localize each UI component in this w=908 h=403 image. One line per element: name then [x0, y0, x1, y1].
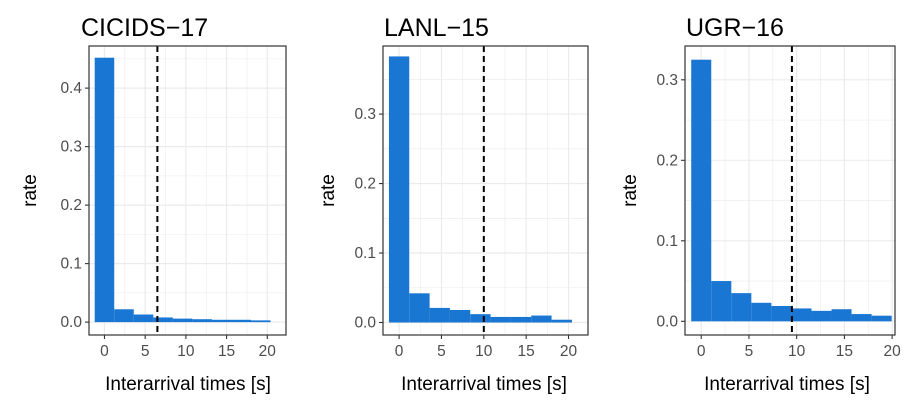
panel-title: CICIDS−17 [81, 14, 208, 42]
y-axis-label: rate [20, 174, 41, 207]
y-tick-label: 0.1 [354, 245, 376, 262]
y-tick-label: 0.4 [60, 80, 82, 97]
panel-title: LANL−15 [384, 14, 489, 42]
y-tick-label: 0.0 [354, 314, 376, 331]
histogram-bar [731, 293, 752, 322]
histogram-bar [409, 293, 430, 323]
y-tick-label: 0.3 [656, 72, 678, 89]
histogram-bar [751, 302, 772, 322]
x-tick-label: 10 [475, 343, 493, 360]
x-tick-label: 5 [437, 343, 446, 360]
x-tick-label: 15 [836, 343, 853, 360]
histogram-bar [192, 319, 212, 323]
x-axis-label: Interarrival times [s] [704, 374, 870, 395]
x-tick-label: 5 [141, 343, 150, 360]
histogram-bar [388, 56, 410, 323]
panel-1: 0 5 10 15 20 0.0 0.1 0.2 0.3 0.4 CICIDS−17 Interarr… [20, 14, 287, 395]
histogram-bar [691, 59, 712, 322]
panel-3: 0 5 10 15 20 0.0 0.1 0.2 0.3 UGR−16 Interarrival t… [620, 14, 901, 395]
x-tick-label: 0 [697, 343, 706, 360]
histogram-bar [831, 309, 852, 322]
panel-background [383, 46, 588, 335]
x-tick-label: 20 [560, 343, 578, 360]
histogram-bar [811, 310, 832, 322]
panel-title: UGR−16 [686, 14, 784, 42]
y-tick-label: 0.2 [354, 176, 376, 193]
x-tick-label: 0 [100, 343, 109, 360]
x-axis-label: Interarrival times [s] [401, 374, 567, 395]
y-tick-label: 0.1 [656, 233, 678, 250]
histogram-bar [711, 281, 732, 322]
y-tick-label: 0.2 [656, 152, 678, 169]
histogram-bar [133, 314, 154, 323]
histogram-bar [211, 319, 232, 323]
panel-background [89, 46, 286, 335]
y-tick-label: 0.1 [60, 256, 82, 273]
y-tick-label: 0.3 [354, 106, 376, 123]
x-tick-label: 15 [518, 343, 535, 360]
histogram-bar [429, 307, 450, 323]
y-tick-label: 0.2 [60, 197, 82, 214]
histogram-bar [449, 309, 471, 323]
panel-border [684, 45, 896, 336]
panel-border [382, 45, 589, 336]
y-axis-label: rate [620, 174, 641, 207]
histogram-bar [791, 308, 812, 322]
x-tick-label: 20 [884, 343, 902, 360]
y-tick-label: 0.0 [656, 313, 678, 330]
x-tick-label: 5 [745, 343, 754, 360]
histogram-bar [94, 57, 115, 323]
x-tick-label: 10 [177, 343, 195, 360]
histogram-bar [851, 314, 872, 322]
y-tick-label: 0.3 [60, 139, 82, 156]
x-tick-label: 0 [395, 343, 404, 360]
histogram-bar [470, 314, 491, 323]
panel-border [88, 45, 287, 336]
histogram-bar [250, 320, 271, 323]
histogram-bar [771, 306, 792, 322]
y-axis-label: rate [318, 174, 339, 207]
histogram-bar [871, 315, 892, 322]
x-axis-label: Interarrival times [s] [105, 374, 271, 395]
histogram-bar [172, 318, 193, 323]
histogram-bar [231, 319, 251, 323]
x-tick-label: 10 [788, 343, 806, 360]
panel-2: 0 5 10 15 20 0.0 0.1 0.2 0.3 LANL−15 Interarrival … [318, 14, 589, 395]
histogram-bar [551, 319, 572, 323]
histogram-bar [531, 315, 552, 323]
histogram-bar [490, 316, 511, 323]
histogram-bar [510, 316, 532, 323]
y-tick-label: 0.0 [60, 314, 82, 331]
x-tick-label: 15 [218, 343, 235, 360]
x-tick-label: 20 [259, 343, 277, 360]
histogram-bar [153, 317, 173, 323]
histogram-bar [114, 309, 134, 323]
